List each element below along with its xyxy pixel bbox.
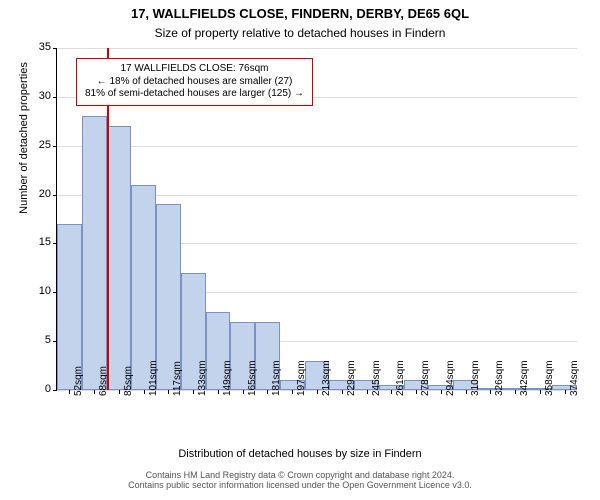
x-axis-label: Distribution of detached houses by size … [0,448,600,460]
bar [82,116,107,390]
bar [107,126,132,390]
y-axis-label: Number of detached properties [18,0,30,309]
bar [131,185,156,390]
annotation-line: ← 18% of detached houses are smaller (27… [85,76,304,89]
y-tick-label: 15 [39,236,51,248]
x-tick-label: 181sqm [271,360,282,396]
x-tick-label: 229sqm [346,360,357,396]
x-tick-label: 261sqm [395,360,406,396]
y-tick-label: 30 [39,90,51,102]
chart-subtitle: Size of property relative to detached ho… [0,26,600,40]
x-tick-label: 165sqm [247,360,258,396]
x-tick-label: 117sqm [172,361,183,396]
x-tick-label: 245sqm [371,360,382,396]
x-tick-label: 101sqm [148,360,159,396]
x-tick-label: 85sqm [123,366,134,396]
footer-attribution: Contains HM Land Registry data © Crown c… [0,470,600,490]
y-tick-label: 25 [39,139,51,151]
x-tick-label: 197sqm [296,360,307,396]
x-tick-label: 294sqm [445,360,456,396]
x-tick-label: 326sqm [494,360,505,396]
x-tick-label: 358sqm [544,360,555,396]
x-tick-label: 149sqm [222,360,233,396]
chart-title: 17, WALLFIELDS CLOSE, FINDERN, DERBY, DE… [0,6,600,21]
x-tick-label: 278sqm [420,360,431,396]
chart-container: 17, WALLFIELDS CLOSE, FINDERN, DERBY, DE… [0,0,600,500]
annotation-line: 17 WALLFIELDS CLOSE: 76sqm [85,63,304,76]
x-tick-label: 374sqm [569,360,580,396]
annotation-box: 17 WALLFIELDS CLOSE: 76sqm← 18% of detac… [76,58,313,106]
y-tick-label: 10 [39,285,51,297]
x-tick-label: 52sqm [73,366,84,396]
x-tick-label: 213sqm [321,360,332,396]
annotation-line: 81% of semi-detached houses are larger (… [85,88,304,101]
x-tick-label: 342sqm [519,360,530,396]
y-tick-label: 5 [45,334,51,346]
x-tick-label: 310sqm [470,360,481,396]
y-tick-label: 20 [39,188,51,200]
y-tick-label: 0 [45,383,51,395]
x-tick-label: 133sqm [197,360,208,396]
y-tick-label: 35 [39,41,51,53]
